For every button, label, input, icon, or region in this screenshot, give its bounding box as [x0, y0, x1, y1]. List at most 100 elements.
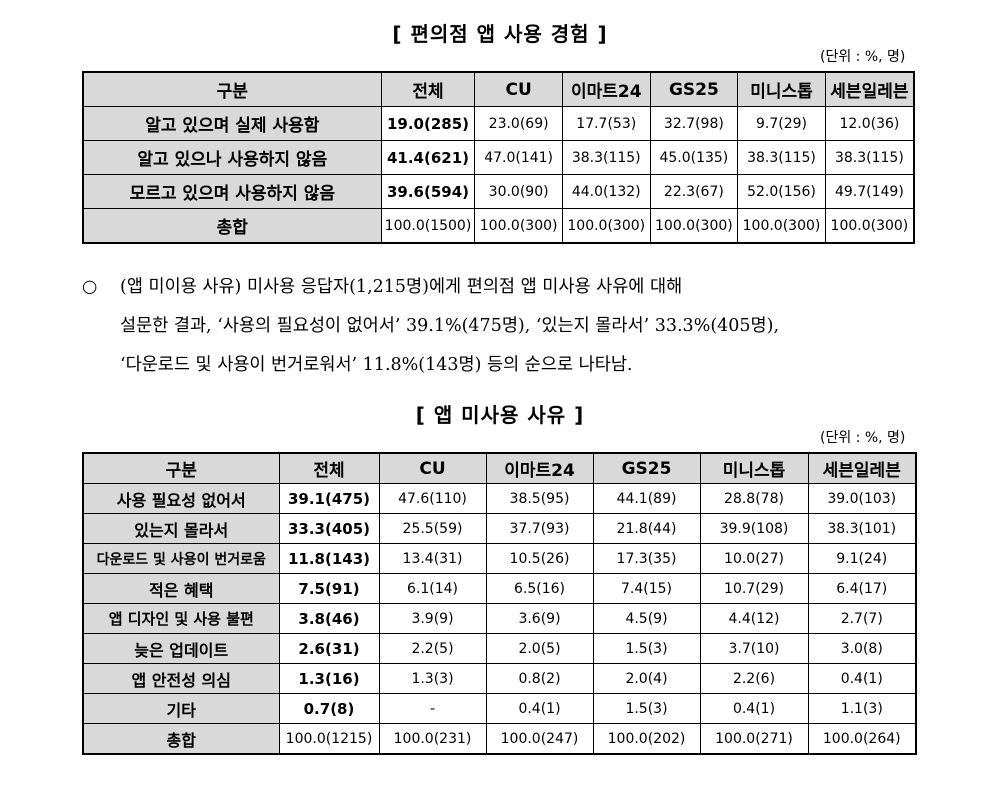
cell: 1.5(3) [592, 693, 701, 724]
table-header-row: 구분 전체 CU 이마트24 GS25 미니스톱 세븐일레븐 [82, 452, 917, 484]
table-row: 알고 있으며 실제 사용함 19.0(285) 23.0(69) 17.7(53… [82, 106, 915, 141]
cell: 49.7(149) [824, 174, 915, 209]
header-seveneleven: 세븐일레븐 [807, 452, 917, 484]
table1-title: [ 편의점 앱 사용 경험 ] [392, 22, 608, 46]
cell: 9.7(29) [737, 106, 826, 141]
cell: 9.1(24) [807, 543, 917, 574]
cell-total: 100.0(1215) [278, 723, 380, 755]
cell: 38.3(115) [561, 140, 651, 175]
header-ministop: 미니스톱 [737, 71, 826, 107]
cell: 13.4(31) [378, 543, 487, 574]
row-label: 앱 디자인 및 사용 불편 [82, 603, 280, 634]
cell-total: 3.8(46) [278, 603, 380, 634]
cell: 0.4(1) [485, 693, 594, 724]
table-row: 모르고 있으며 사용하지 않음 39.6(594) 30.0(90) 44.0(… [82, 174, 915, 209]
table2-unit: (단위 : %, 명) [820, 430, 906, 446]
cell: 39.9(108) [699, 513, 809, 544]
cell: 0.4(1) [807, 663, 917, 694]
table-row: 앱 디자인 및 사용 불편 3.8(46) 3.9(9) 3.6(9) 4.5(… [82, 603, 917, 634]
cell: 23.0(69) [474, 106, 563, 141]
header-total: 전체 [380, 71, 476, 107]
cell: 47.0(141) [474, 140, 563, 175]
cell-total: 1.3(16) [278, 663, 380, 694]
cell: 100.0(300) [649, 208, 739, 244]
row-label: 있는지 몰라서 [82, 513, 280, 544]
cell-total: 19.0(285) [380, 106, 476, 141]
cell-total: 41.4(621) [380, 140, 476, 175]
cell: 2.0(4) [592, 663, 701, 694]
header-category: 구분 [82, 452, 280, 484]
header-cu: CU [378, 452, 487, 484]
cell: 2.2(5) [378, 633, 487, 664]
cell: 100.0(202) [592, 723, 701, 755]
paragraph-line: ‘다운로드 및 사용이 번거로워서’ 11.8%(143명) 등의 순으로 나타… [120, 355, 633, 375]
cell: 37.7(93) [485, 513, 594, 544]
table-row: 알고 있으나 사용하지 않음 41.4(621) 47.0(141) 38.3(… [82, 140, 915, 175]
cell: 100.0(300) [474, 208, 563, 244]
cell: 100.0(231) [378, 723, 487, 755]
row-label: 총합 [82, 723, 280, 755]
cell: 28.8(78) [699, 483, 809, 514]
table-header-row: 구분 전체 CU 이마트24 GS25 미니스톱 세븐일레븐 [82, 71, 915, 107]
bullet-mark: ○ [82, 277, 98, 297]
table2-title: [ 앱 미사용 사유 ] [415, 403, 585, 427]
cell-total: 2.6(31) [278, 633, 380, 664]
cell: 100.0(271) [699, 723, 809, 755]
cell: 3.9(9) [378, 603, 487, 634]
cell-total: 7.5(91) [278, 573, 380, 604]
cell: 6.1(14) [378, 573, 487, 604]
row-label: 다운로드 및 사용이 번거로움 [82, 543, 280, 574]
cell: 45.0(135) [649, 140, 739, 175]
header-seveneleven: 세븐일레븐 [824, 71, 915, 107]
table-row: 있는지 몰라서 33.3(405) 25.5(59) 37.7(93) 21.8… [82, 513, 917, 544]
table-row: 총합 100.0(1500) 100.0(300) 100.0(300) 100… [82, 208, 915, 244]
cell: 2.0(5) [485, 633, 594, 664]
cell-total: 100.0(1500) [380, 208, 476, 244]
cell-total: 33.3(405) [278, 513, 380, 544]
row-label: 알고 있으며 실제 사용함 [82, 106, 382, 141]
cell: - [378, 693, 487, 724]
row-label: 총합 [82, 208, 382, 244]
row-label: 기타 [82, 693, 280, 724]
cell: 6.4(17) [807, 573, 917, 604]
table-row: 늦은 업데이트 2.6(31) 2.2(5) 2.0(5) 1.5(3) 3.7… [82, 633, 917, 664]
header-gs25: GS25 [592, 452, 701, 484]
cell: 22.3(67) [649, 174, 739, 209]
cell: 0.4(1) [699, 693, 809, 724]
row-label: 모르고 있으며 사용하지 않음 [82, 174, 382, 209]
header-emart24: 이마트24 [561, 71, 651, 107]
non-use-reason-paragraph: ○ (앱 미이용 사유) 미사용 응답자(1,215명)에게 편의점 앱 미사용… [82, 268, 922, 385]
cell: 100.0(300) [737, 208, 826, 244]
header-total: 전체 [278, 452, 380, 484]
cell: 1.3(3) [378, 663, 487, 694]
cell: 100.0(300) [561, 208, 651, 244]
cell: 100.0(247) [485, 723, 594, 755]
cell: 1.5(3) [592, 633, 701, 664]
cell-total: 0.7(8) [278, 693, 380, 724]
cell: 38.3(115) [737, 140, 826, 175]
table-row: 앱 안전성 의심 1.3(16) 1.3(3) 0.8(2) 2.0(4) 2.… [82, 663, 917, 694]
cell: 38.3(101) [807, 513, 917, 544]
cell: 17.3(35) [592, 543, 701, 574]
row-label: 적은 혜택 [82, 573, 280, 604]
table-row: 기타 0.7(8) - 0.4(1) 1.5(3) 0.4(1) 1.1(3) [82, 693, 917, 724]
cell-total: 39.6(594) [380, 174, 476, 209]
row-label: 앱 안전성 의심 [82, 663, 280, 694]
header-gs25: GS25 [649, 71, 739, 107]
cell: 2.7(7) [807, 603, 917, 634]
cell: 32.7(98) [649, 106, 739, 141]
header-emart24: 이마트24 [485, 452, 594, 484]
paragraph-line: 설문한 결과, ‘사용의 필요성이 없어서’ 39.1%(475명), ‘있는지… [120, 316, 780, 336]
cell: 0.8(2) [485, 663, 594, 694]
cell: 100.0(300) [824, 208, 915, 244]
cell: 44.0(132) [561, 174, 651, 209]
table1-unit: (단위 : %, 명) [820, 49, 906, 65]
table-row: 총합 100.0(1215) 100.0(231) 100.0(247) 100… [82, 723, 917, 755]
cell-total: 39.1(475) [278, 483, 380, 514]
paragraph-line: (앱 미이용 사유) 미사용 응답자(1,215명)에게 편의점 앱 미사용 사… [120, 277, 683, 297]
cell: 39.0(103) [807, 483, 917, 514]
cell: 10.7(29) [699, 573, 809, 604]
table-row: 다운로드 및 사용이 번거로움 11.8(143) 13.4(31) 10.5(… [82, 543, 917, 574]
cell: 25.5(59) [378, 513, 487, 544]
cell-total: 11.8(143) [278, 543, 380, 574]
